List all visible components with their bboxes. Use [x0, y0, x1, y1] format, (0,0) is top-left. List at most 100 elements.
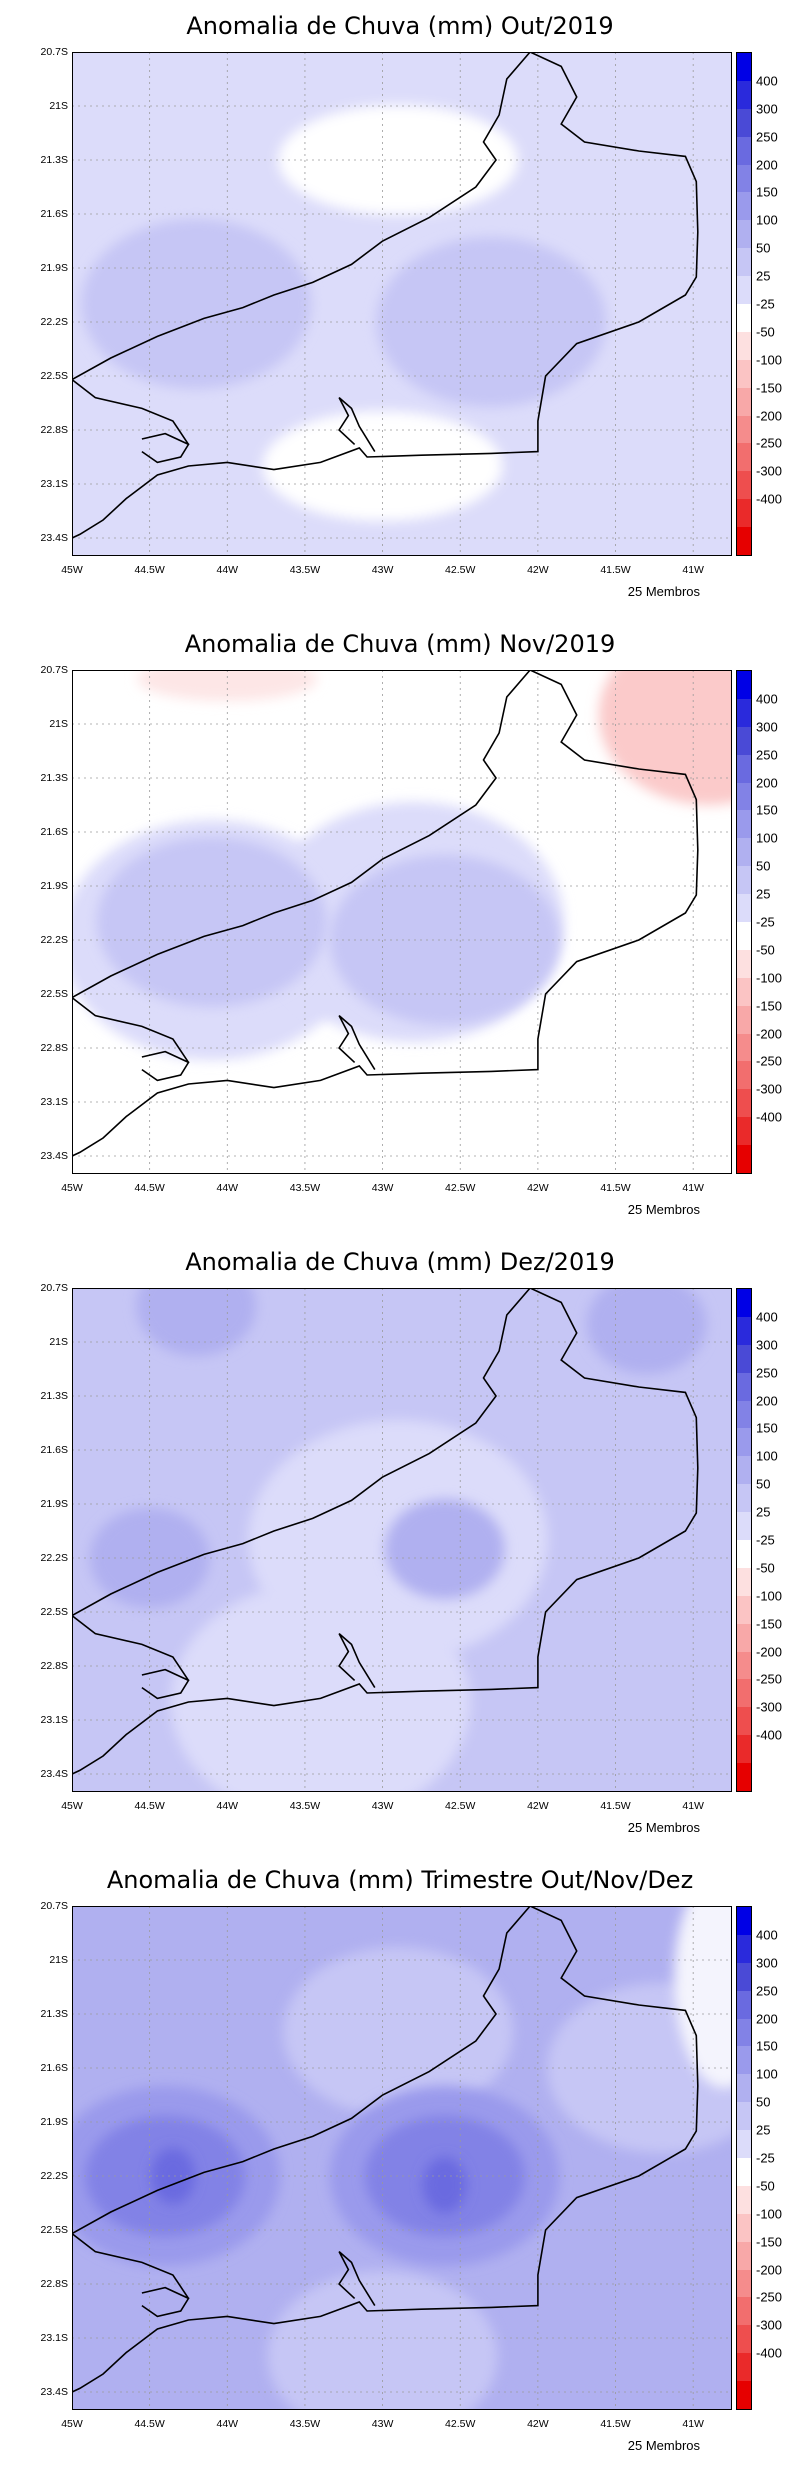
- colorbar-label: -25: [756, 914, 775, 930]
- island-outline: [141, 1668, 190, 1700]
- colorbar-label: 25: [756, 1504, 771, 1520]
- members-label: 25 Membros: [627, 1202, 700, 1217]
- colorbar-label: 300: [756, 101, 778, 117]
- latitude-label: 21.6S: [40, 2062, 68, 2074]
- anomaly-contour: [376, 237, 607, 407]
- latitude-label: 20.7S: [40, 46, 68, 58]
- longitude-label: 41W: [682, 1182, 704, 1194]
- colorbar-label: 100: [756, 212, 778, 228]
- panel-title: Anomalia de Chuva (mm) Trimestre Out/Nov…: [106, 1866, 694, 1894]
- map-panel: Anomalia de Chuva (mm) Out/2019 20.7S 21S 2…: [0, 0, 800, 618]
- latitude-label: 22.5S: [40, 1606, 68, 1618]
- anomaly-map: [72, 52, 732, 556]
- bay-outline: [338, 1014, 376, 1071]
- map-frame: [72, 52, 732, 556]
- colorbar-label: -400: [756, 2345, 783, 2361]
- colorbar-label: -200: [756, 1644, 783, 1660]
- state-border: [72, 1614, 190, 1681]
- members-label: 25 Membros: [627, 584, 700, 599]
- bay-outline: [338, 2250, 376, 2307]
- latitude-label: 23.1S: [40, 2332, 68, 2344]
- colorbar-swatch: [737, 1117, 751, 1146]
- colorbar-label: -100: [756, 2206, 783, 2222]
- longitude-label: 42.5W: [445, 1800, 476, 1812]
- latitude-label: 21.6S: [40, 826, 68, 838]
- colorbar-swatch: [737, 1567, 751, 1597]
- colorbar-swatch: [737, 949, 751, 979]
- colorbar-label: 150: [756, 1420, 778, 1436]
- colorbar-label: -50: [756, 1560, 775, 1576]
- colorbar-label: -400: [756, 491, 783, 507]
- colorbar-label: 200: [756, 775, 778, 791]
- longitude-label: 44.5W: [134, 1182, 165, 1194]
- colorbar-label: -300: [756, 463, 783, 479]
- panel-title: Anomalia de Chuva (mm) Nov/2019: [184, 630, 616, 658]
- colorbar-label: -50: [756, 2178, 775, 2194]
- colorbar: [736, 52, 752, 556]
- colorbar-label: -250: [756, 2289, 783, 2305]
- colorbar-label: 100: [756, 830, 778, 846]
- longitude-label: 45W: [61, 1182, 83, 1194]
- colorbar-label: -25: [756, 2150, 775, 2166]
- colorbar-swatch: [737, 415, 751, 444]
- longitude-label: 44.5W: [134, 2418, 165, 2430]
- latitude-label: 21.9S: [40, 2116, 68, 2128]
- longitude-label: 42W: [527, 1800, 549, 1812]
- colorbar-swatch: [737, 1316, 751, 1346]
- anomaly-contour: [586, 1288, 707, 1374]
- colorbar-swatch: [737, 866, 751, 895]
- colorbar-swatch: [737, 2046, 751, 2075]
- longitude-label: 45W: [61, 2418, 83, 2430]
- colorbar-label: -400: [756, 1109, 783, 1125]
- coastline: [72, 1288, 699, 1775]
- colorbar-swatch: [737, 304, 751, 333]
- longitude-label: 43.5W: [289, 1800, 321, 1812]
- colorbar-swatch: [737, 671, 751, 700]
- colorbar-label: -200: [756, 408, 783, 424]
- colorbar-swatch: [737, 2158, 751, 2187]
- colorbar-label: -400: [756, 1727, 783, 1743]
- colorbar-swatch: [737, 810, 751, 839]
- colorbar-label: 150: [756, 2038, 778, 2054]
- anomaly-contour: [137, 670, 318, 701]
- latitude-label: 23.4S: [40, 1768, 68, 1780]
- longitude-label: 43.5W: [289, 564, 321, 576]
- latitude-label: 20.7S: [40, 1282, 68, 1294]
- latitude-label: 21.9S: [40, 880, 68, 892]
- colorbar-label: 50: [756, 240, 771, 256]
- colorbar-label: 150: [756, 184, 778, 200]
- colorbar-label: 50: [756, 1476, 771, 1492]
- colorbar-label: 300: [756, 1337, 778, 1353]
- colorbar-swatch: [737, 1344, 751, 1374]
- latitude-label: 22.2S: [40, 1552, 68, 1564]
- colorbar-label: 25: [756, 268, 771, 284]
- anomaly-contour: [278, 105, 519, 215]
- colorbar-swatch: [737, 2381, 751, 2410]
- map-panel: Anomalia de Chuva (mm) Nov/2019 20.7S 21S 2…: [0, 618, 800, 1236]
- colorbar: [736, 1906, 752, 2410]
- colorbar-label: 300: [756, 1955, 778, 1971]
- colorbar-swatch: [737, 80, 751, 110]
- colorbar-swatch: [737, 1089, 751, 1118]
- colorbar-label: 200: [756, 2011, 778, 2027]
- colorbar-label: -100: [756, 1588, 783, 1604]
- anomaly-map: [72, 1288, 732, 1792]
- anomaly-contour: [96, 837, 327, 1007]
- colorbar-label: -25: [756, 1532, 775, 1548]
- colorbar-swatch: [737, 2185, 751, 2215]
- colorbar-label: 400: [756, 1309, 778, 1325]
- anomaly-contour: [150, 2148, 195, 2204]
- colorbar-label: -50: [756, 942, 775, 958]
- colorbar-label: 150: [756, 802, 778, 818]
- coastline: [72, 52, 699, 539]
- colorbar-swatch: [737, 2213, 751, 2243]
- colorbar-swatch: [737, 698, 751, 728]
- colorbar-label: 200: [756, 157, 778, 173]
- colorbar-label: 25: [756, 2122, 771, 2138]
- colorbar-label: 250: [756, 747, 778, 763]
- colorbar-swatch: [737, 1934, 751, 1964]
- longitude-label: 44.5W: [134, 1800, 165, 1812]
- latitude-label: 21.3S: [40, 772, 68, 784]
- members-label: 25 Membros: [627, 1820, 700, 1835]
- colorbar-label: -300: [756, 2317, 783, 2333]
